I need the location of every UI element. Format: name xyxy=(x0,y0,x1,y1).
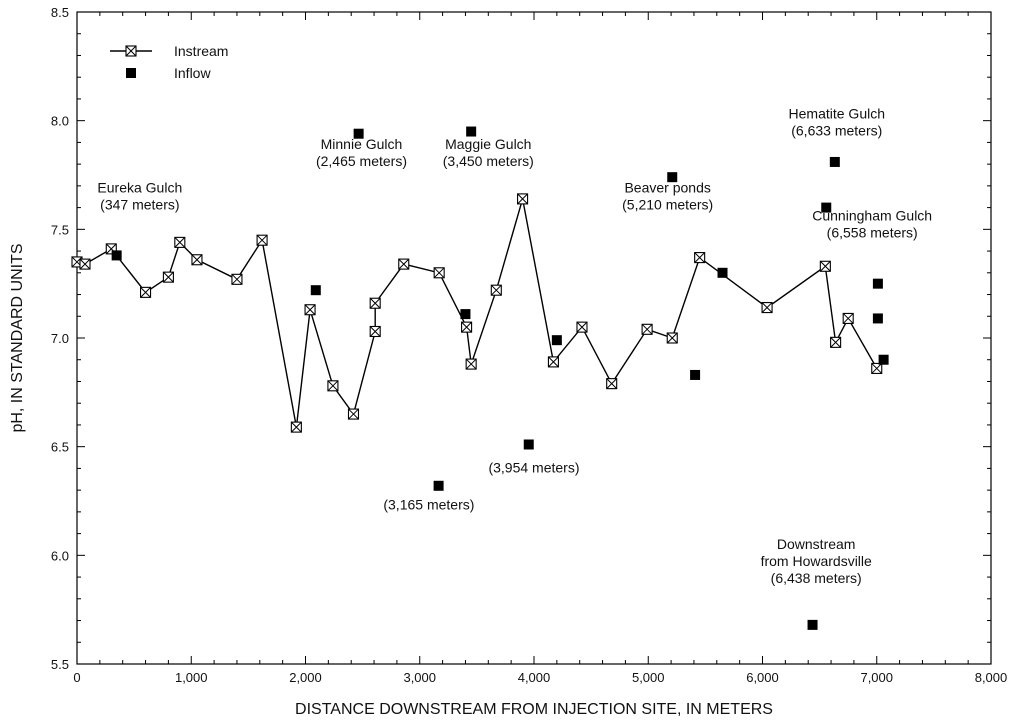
x-axis-title: DISTANCE DOWNSTREAM FROM INJECTION SITE,… xyxy=(295,701,773,718)
instream-point xyxy=(606,378,618,390)
inflow-point xyxy=(460,309,471,320)
y-tick-label: 7.5 xyxy=(51,222,69,237)
y-tick-label: 6.5 xyxy=(51,440,69,455)
instream-point xyxy=(290,421,302,433)
y-axis-title: pH, IN STANDARD UNITS xyxy=(9,243,26,432)
chart-annotation: Minnie Gulch (2,465 meters) xyxy=(316,136,407,169)
inflow-point xyxy=(878,354,889,365)
instream-point xyxy=(666,332,678,344)
inflow-point xyxy=(111,250,122,261)
y-tick-label: 8.5 xyxy=(51,5,69,20)
chart-annotation: Eureka Gulch (347 meters) xyxy=(97,179,182,212)
chart-annotation: Maggie Gulch (3,450 meters) xyxy=(443,136,534,169)
instream-point xyxy=(761,302,773,314)
chart-annotation: Cunningham Gulch (6,558 meters) xyxy=(812,208,932,241)
inflow-point xyxy=(807,619,818,630)
series-markers xyxy=(71,126,889,630)
x-tick-label: 0 xyxy=(73,670,80,685)
instream-point xyxy=(576,321,588,333)
instream-point xyxy=(369,297,381,309)
instream-point xyxy=(842,312,854,324)
x-tick-label: 2,000 xyxy=(289,670,322,685)
legend-instream-marker-x xyxy=(125,45,137,57)
inflow-point xyxy=(821,202,832,213)
instream-point xyxy=(490,284,502,296)
inflow-point xyxy=(667,172,678,183)
instream-point xyxy=(79,258,91,270)
inflow-point xyxy=(717,267,728,278)
inflow-point xyxy=(310,285,321,296)
instream-point xyxy=(465,358,477,370)
instream-point xyxy=(871,362,883,374)
instream-point xyxy=(140,286,152,298)
instream-point xyxy=(433,267,445,279)
instream-point xyxy=(369,325,381,338)
instream-point xyxy=(517,193,529,205)
chart-annotation: (3,165 meters) xyxy=(383,497,474,513)
inflow-point xyxy=(872,313,883,324)
chart-annotations: Eureka Gulch (347 meters) Minnie Gulch (2,4… xyxy=(97,105,932,585)
chart-annotation: (3,954 meters) xyxy=(488,460,579,476)
instream-point xyxy=(461,321,473,333)
axis-tick-labels: 0 1,000 2,000 3,000 4,000 5,000 6,000 7,000 8,00… xyxy=(51,5,1007,685)
instream-point xyxy=(327,380,339,392)
instream-series-line xyxy=(76,198,878,428)
inflow-point xyxy=(353,128,364,139)
inflow-point xyxy=(551,335,562,346)
instream-point xyxy=(174,236,186,248)
x-tick-label: 4,000 xyxy=(518,670,551,685)
inflow-point xyxy=(829,156,840,167)
chart-annotation: Beaver ponds (5,210 meters) xyxy=(622,179,713,212)
chart-annotation: Downstream from Howardsville (6,438 meters… xyxy=(761,536,872,586)
y-tick-label: 7.0 xyxy=(51,331,69,346)
y-tick-label: 8.0 xyxy=(51,114,69,129)
instream-point xyxy=(398,258,410,270)
instream-point xyxy=(819,260,831,272)
x-tick-label: 5,000 xyxy=(632,670,665,685)
instream-point xyxy=(304,304,316,316)
axis-ticks xyxy=(76,11,992,665)
inflow-point xyxy=(523,439,534,450)
instream-point xyxy=(256,234,268,246)
y-tick-label: 6.0 xyxy=(51,548,69,563)
instream-point xyxy=(694,252,706,264)
legend-inflow-marker xyxy=(126,68,136,78)
x-tick-label: 3,000 xyxy=(403,670,436,685)
x-tick-label: 6,000 xyxy=(746,670,779,685)
inflow-point xyxy=(872,278,883,289)
instream-point xyxy=(830,336,842,348)
inflow-point xyxy=(466,126,477,137)
legend-instream-label: Instream xyxy=(174,43,228,59)
instream-point xyxy=(641,323,653,335)
x-tick-label: 8,000 xyxy=(975,670,1008,685)
x-tick-label: 7,000 xyxy=(860,670,893,685)
instream-point xyxy=(231,273,243,285)
x-tick-label: 1,000 xyxy=(175,670,208,685)
instream-point xyxy=(547,356,559,368)
chart-annotation: Hematite Gulch (6,633 meters) xyxy=(789,105,885,138)
legend-inflow-label: Inflow xyxy=(174,65,211,81)
inflow-point xyxy=(690,369,701,380)
instream-point xyxy=(347,408,360,420)
instream-point xyxy=(162,271,174,283)
instream-point xyxy=(191,254,203,266)
legend: Instream Inflow xyxy=(110,43,228,81)
series-lines xyxy=(76,198,878,428)
y-tick-label: 5.5 xyxy=(51,657,69,672)
inflow-point xyxy=(433,480,444,491)
